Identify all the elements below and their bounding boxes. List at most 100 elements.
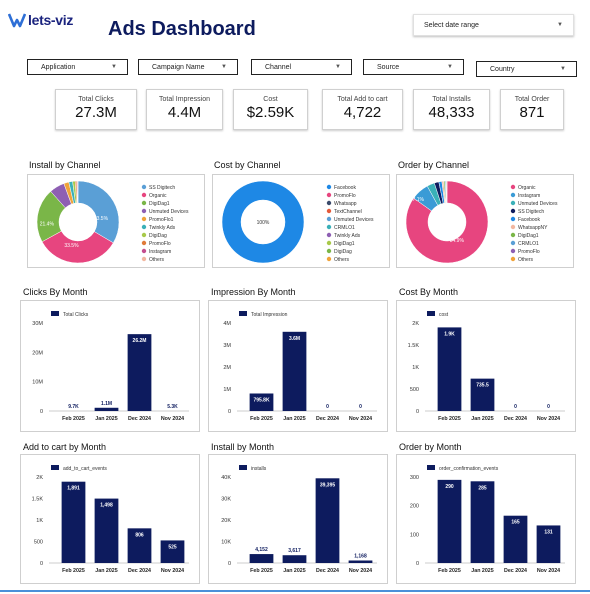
bar bbox=[127, 334, 152, 411]
x-tick-label: Jan 2025 bbox=[471, 416, 493, 422]
cost-by-channel-title: Cost by Channel bbox=[214, 160, 281, 170]
legend-swatch bbox=[326, 200, 332, 206]
filter-application[interactable]: Application ▼ bbox=[27, 59, 128, 75]
x-tick-label: Nov 2024 bbox=[161, 416, 184, 422]
y-tick-label: 500 bbox=[34, 540, 43, 546]
legend-swatch bbox=[141, 216, 147, 222]
filter-campaign-name[interactable]: Campaign Name ▼ bbox=[138, 59, 238, 75]
x-tick-label: Feb 2025 bbox=[62, 416, 85, 422]
legend-swatch bbox=[510, 216, 516, 222]
x-tick-label: Dec 2024 bbox=[316, 568, 339, 574]
kpi-value: 4.4M bbox=[167, 104, 202, 121]
legend-swatch bbox=[51, 311, 59, 316]
logo-text: lets-viz bbox=[28, 12, 74, 28]
filter-country[interactable]: Country ▼ bbox=[476, 61, 577, 77]
logo: lets-viz bbox=[8, 10, 73, 30]
x-tick-label: Dec 2024 bbox=[504, 568, 527, 574]
filter-label: Campaign Name bbox=[152, 63, 205, 71]
filter-label: Channel bbox=[265, 63, 292, 71]
value-label: 1,498 bbox=[100, 503, 113, 509]
legend-swatch bbox=[510, 224, 516, 230]
y-tick-label: 1K bbox=[36, 518, 43, 524]
y-tick-label: 100 bbox=[410, 532, 419, 538]
legend-swatch bbox=[326, 256, 332, 262]
bar bbox=[470, 378, 495, 411]
kpi-total-add-to-cart: Total Add to cart 4,722 bbox=[322, 89, 403, 130]
bar bbox=[437, 327, 462, 411]
kpi-label: Total Add to cart bbox=[337, 96, 388, 103]
legend-swatch bbox=[141, 240, 147, 246]
filter-source[interactable]: Source ▼ bbox=[363, 59, 464, 75]
pie-slice bbox=[77, 180, 79, 204]
legend-label: CRMLO1 bbox=[334, 225, 355, 231]
x-tick-label: Dec 2024 bbox=[128, 568, 151, 574]
legend-swatch bbox=[51, 465, 59, 470]
pie-slice bbox=[221, 180, 305, 264]
filter-channel[interactable]: Channel ▼ bbox=[251, 59, 352, 75]
date-range-picker[interactable]: Select date range ▼ bbox=[413, 14, 574, 36]
kpi-label: Total Impression bbox=[159, 96, 210, 103]
legend-swatch bbox=[510, 208, 516, 214]
add-to-cart-by-month-title: Add to cart by Month bbox=[23, 442, 107, 452]
add-to-cart-by-month-chart: add_to_cart_events 0 500 1K 1.5K 2K 1,891 Feb 2… bbox=[20, 454, 200, 584]
y-tick-label: 500 bbox=[410, 387, 419, 393]
x-tick-label: Dec 2024 bbox=[504, 416, 527, 422]
y-tick-label: 2M bbox=[223, 365, 231, 371]
legend-swatch bbox=[141, 200, 147, 206]
kpi-total-installs: Total Installs 48,333 bbox=[413, 89, 490, 130]
y-tick-label: 0 bbox=[40, 409, 43, 415]
legend-swatch bbox=[510, 256, 516, 262]
bar bbox=[249, 393, 274, 411]
value-label: 3,617 bbox=[288, 548, 301, 554]
kpi-label: Total Order bbox=[514, 96, 550, 103]
value-label: 165 bbox=[511, 520, 520, 526]
value-label: 285 bbox=[478, 485, 487, 491]
value-label: 3.6M bbox=[289, 336, 300, 342]
filter-label: Application bbox=[41, 63, 76, 71]
logo-icon bbox=[8, 13, 26, 28]
x-tick-label: Jan 2025 bbox=[471, 568, 493, 574]
chevron-down-icon: ▼ bbox=[111, 64, 117, 70]
legend-swatch bbox=[510, 240, 516, 246]
install-by-channel-chart: 33.5% 33.5% 21.4% SS Digitech Organic DigiDag… bbox=[27, 174, 205, 268]
value-label: 4,152 bbox=[255, 547, 268, 553]
value-label: 0 bbox=[359, 404, 362, 410]
y-tick-label: 1M bbox=[223, 387, 231, 393]
legend-label: cost bbox=[439, 312, 449, 318]
value-label: 1.9K bbox=[444, 331, 455, 337]
date-range-label: Select date range bbox=[424, 21, 479, 29]
legend-label: Others bbox=[334, 257, 350, 263]
x-tick-label: Jan 2025 bbox=[95, 568, 117, 574]
kpi-value: 27.3M bbox=[75, 104, 117, 121]
bar bbox=[437, 479, 462, 563]
pie-slice bbox=[405, 180, 489, 264]
y-tick-label: 10M bbox=[32, 380, 43, 386]
y-tick-label: 2K bbox=[412, 321, 419, 327]
x-tick-label: Dec 2024 bbox=[128, 416, 151, 422]
legend-label: Others bbox=[149, 257, 165, 263]
value-label: 26.2M bbox=[133, 338, 147, 344]
value-label: 5.3K bbox=[167, 404, 178, 410]
slice-label: 21.4% bbox=[40, 222, 55, 228]
legend-label: PromoFlo bbox=[518, 249, 540, 255]
x-tick-label: Jan 2025 bbox=[95, 416, 117, 422]
clicks-by-month-title: Clicks By Month bbox=[23, 287, 88, 297]
x-tick-label: Feb 2025 bbox=[438, 416, 461, 422]
pie-slice bbox=[41, 230, 114, 264]
legend-swatch bbox=[510, 232, 516, 238]
value-label: 290 bbox=[445, 484, 454, 490]
legend-swatch bbox=[510, 184, 516, 190]
legend-label: Whatsapp bbox=[334, 201, 357, 207]
install-by-month-chart: installs 0 10K 20K 30K 40K 4,152 Feb 2025 3,617 J… bbox=[208, 454, 388, 584]
legend-swatch bbox=[141, 256, 147, 262]
y-tick-label: 1K bbox=[412, 365, 419, 371]
legend-swatch bbox=[510, 192, 516, 198]
legend-label: DigiDag bbox=[149, 233, 167, 239]
legend-swatch bbox=[510, 200, 516, 206]
value-label: 9.7K bbox=[68, 404, 79, 410]
y-tick-label: 4M bbox=[223, 321, 231, 327]
legend-label: add_to_cart_events bbox=[63, 466, 107, 472]
x-tick-label: Feb 2025 bbox=[250, 568, 273, 574]
bar bbox=[160, 540, 185, 563]
x-tick-label: Nov 2024 bbox=[349, 416, 372, 422]
